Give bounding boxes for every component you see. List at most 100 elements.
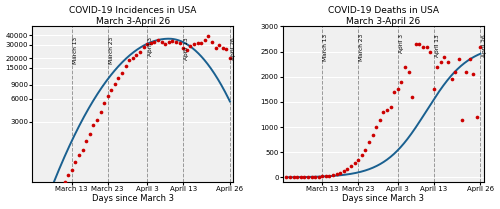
Point bbox=[176, 41, 184, 44]
Point bbox=[469, 73, 477, 76]
Point bbox=[452, 70, 460, 73]
Point bbox=[404, 70, 412, 73]
Point bbox=[408, 95, 416, 99]
Point bbox=[354, 158, 362, 162]
Point bbox=[200, 38, 208, 41]
Point bbox=[290, 176, 298, 179]
Point bbox=[172, 40, 180, 43]
Point bbox=[154, 38, 162, 42]
Point bbox=[340, 170, 348, 173]
Point bbox=[311, 175, 319, 179]
Point bbox=[318, 175, 326, 178]
Point bbox=[122, 64, 130, 68]
Point bbox=[60, 180, 68, 183]
Point bbox=[386, 105, 394, 109]
Point bbox=[286, 176, 294, 179]
Point bbox=[383, 108, 391, 111]
Point bbox=[140, 45, 147, 49]
Point bbox=[190, 42, 198, 45]
Point bbox=[419, 45, 427, 48]
Point bbox=[147, 41, 155, 44]
Point bbox=[165, 41, 173, 44]
Point bbox=[75, 153, 83, 157]
Point bbox=[300, 176, 308, 179]
Point bbox=[90, 124, 98, 127]
Point bbox=[158, 40, 166, 43]
Point bbox=[108, 88, 116, 92]
Point bbox=[186, 44, 194, 48]
Point bbox=[161, 42, 169, 45]
Point bbox=[296, 176, 304, 179]
Point bbox=[136, 51, 144, 54]
Text: April 26: April 26 bbox=[231, 37, 236, 60]
Point bbox=[218, 47, 226, 50]
Point bbox=[68, 169, 76, 172]
Point bbox=[143, 42, 151, 45]
Point bbox=[401, 65, 409, 68]
Point bbox=[93, 118, 101, 121]
Point bbox=[473, 115, 481, 119]
Point bbox=[215, 43, 223, 46]
Point bbox=[412, 42, 420, 46]
Point bbox=[72, 160, 80, 164]
Point bbox=[416, 42, 424, 46]
Point bbox=[197, 42, 205, 45]
Point bbox=[293, 176, 301, 179]
Point bbox=[222, 47, 230, 51]
Point bbox=[376, 118, 384, 121]
Point bbox=[368, 133, 376, 136]
Title: COVID-19 Incidences in USA
March 3-April 26: COVID-19 Incidences in USA March 3-April… bbox=[69, 6, 196, 26]
Point bbox=[179, 47, 187, 50]
Point bbox=[46, 203, 54, 206]
Point bbox=[308, 175, 316, 179]
Point bbox=[398, 80, 406, 83]
Point bbox=[314, 175, 322, 178]
Point bbox=[380, 110, 388, 114]
Point bbox=[118, 71, 126, 74]
Point bbox=[455, 57, 463, 61]
Text: April 3: April 3 bbox=[399, 34, 404, 53]
Point bbox=[212, 47, 220, 50]
Point bbox=[434, 65, 442, 68]
Point bbox=[444, 60, 452, 63]
Point bbox=[208, 40, 216, 43]
Point bbox=[458, 118, 466, 121]
Point bbox=[347, 165, 355, 168]
Point bbox=[126, 58, 134, 62]
Point bbox=[448, 78, 456, 81]
Point bbox=[344, 168, 351, 171]
Point bbox=[437, 60, 445, 63]
Point bbox=[50, 197, 58, 200]
Point bbox=[183, 48, 191, 52]
Point bbox=[332, 172, 340, 176]
Point bbox=[466, 57, 473, 61]
Point bbox=[362, 148, 370, 152]
Text: April 13: April 13 bbox=[184, 37, 190, 60]
Point bbox=[104, 95, 112, 98]
Point bbox=[372, 125, 380, 129]
Point bbox=[64, 174, 72, 177]
Point bbox=[390, 90, 398, 94]
Point bbox=[100, 102, 108, 105]
Point bbox=[462, 70, 470, 73]
Point bbox=[350, 162, 358, 165]
Point bbox=[394, 88, 402, 91]
Point bbox=[426, 50, 434, 53]
Text: March 23: March 23 bbox=[360, 34, 364, 61]
X-axis label: Days since March 3: Days since March 3 bbox=[342, 194, 424, 203]
Text: March 23: March 23 bbox=[109, 37, 114, 64]
Point bbox=[168, 39, 176, 42]
Point bbox=[440, 55, 448, 58]
Point bbox=[54, 192, 62, 195]
Point bbox=[304, 176, 312, 179]
Point bbox=[96, 110, 104, 114]
Point bbox=[358, 153, 366, 157]
Point bbox=[322, 175, 330, 178]
Point bbox=[129, 56, 137, 59]
Text: March 13: March 13 bbox=[73, 37, 78, 64]
Point bbox=[422, 45, 430, 48]
Point bbox=[336, 171, 344, 175]
Text: April 26: April 26 bbox=[482, 34, 486, 57]
Point bbox=[365, 141, 373, 144]
Point bbox=[194, 41, 202, 44]
